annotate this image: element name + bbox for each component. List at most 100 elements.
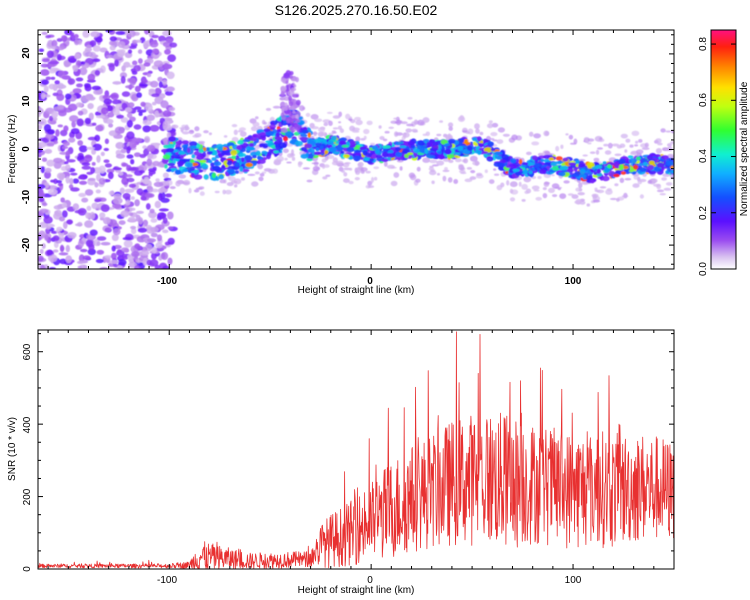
heatmap-ridge-blob	[606, 164, 612, 169]
heatmap-halo-blob	[394, 131, 399, 137]
heatmap-ridge-blob	[648, 160, 655, 165]
heatmap-noise-blob	[96, 249, 105, 255]
heatmap-ridge-blob	[306, 158, 314, 162]
heatmap-halo-blob	[469, 176, 477, 180]
heatmap-noise-blob	[109, 40, 116, 46]
heatmap-noise-blob	[167, 257, 173, 265]
heatmap-halo-blob	[166, 179, 173, 186]
heatmap-noise-blob	[68, 32, 75, 36]
heatmap-noise-blob	[144, 30, 150, 35]
heatmap-halo-blob	[552, 194, 558, 198]
heatmap-halo-blob	[429, 165, 434, 168]
heatmap-noise-blob	[53, 178, 58, 185]
heatmap-noise-blob	[79, 67, 88, 76]
heatmap-halo-blob	[445, 134, 453, 140]
heatmap-noise-blob	[76, 118, 84, 127]
heatmap-halo-blob	[394, 121, 399, 124]
heatmap-noise-blob	[147, 185, 154, 193]
heatmap-spur-blob	[290, 87, 297, 92]
heatmap-noise-blob	[134, 265, 141, 269]
heatmap-halo-blob	[543, 130, 550, 137]
heatmap-halo-blob	[533, 133, 541, 139]
heatmap-halo-blob	[328, 120, 333, 127]
heatmap-halo-blob	[639, 194, 645, 199]
heatmap-noise-blob	[143, 79, 148, 83]
heatmap-noise-blob	[56, 226, 63, 232]
spectrogram-ytick-20: 20	[21, 47, 32, 59]
heatmap-halo-blob	[496, 139, 504, 145]
heatmap-ridge-blob	[188, 141, 198, 147]
heatmap-ridge-blob	[635, 156, 641, 161]
heatmap-ridge-blob	[438, 144, 442, 150]
heatmap-halo-blob	[509, 188, 514, 194]
heatmap-ridge-blob	[164, 164, 168, 169]
heatmap-halo-blob	[448, 126, 453, 131]
heatmap-halo-blob	[357, 163, 362, 167]
heatmap-ridge-blob	[259, 143, 266, 147]
heatmap-noise-blob	[45, 76, 52, 81]
spectrogram-panel: -100 0 100 -20 -10 0 10 20 Height of str…	[7, 29, 675, 296]
heatmap-ridge-blob	[558, 171, 566, 177]
heatmap-halo-blob	[506, 180, 510, 186]
heatmap-noise-blob	[144, 136, 151, 143]
spectrogram-ytick-neg10: -10	[21, 189, 32, 204]
heatmap-noise-blob	[103, 159, 110, 163]
heatmap-halo-blob	[225, 189, 232, 195]
heatmap-noise-blob	[80, 61, 86, 65]
heatmap-noise-blob	[158, 35, 166, 43]
heatmap-ridge-blob	[174, 146, 182, 151]
colorbar-tick-0.8: 0.8	[698, 37, 709, 51]
heatmap-spur-blob	[291, 94, 299, 98]
heatmap-noise-blob	[131, 251, 140, 257]
heatmap-halo-blob	[208, 132, 212, 136]
heatmap-noise-blob	[81, 162, 91, 166]
heatmap-halo-blob	[355, 119, 363, 126]
heatmap-noise-blob	[92, 143, 102, 151]
heatmap-ridge-blob	[528, 170, 533, 175]
heatmap-ridge-blob	[454, 152, 461, 156]
heatmap-halo-blob	[354, 177, 360, 181]
heatmap-ridge-blob	[444, 143, 451, 147]
heatmap-ridge-blob	[166, 148, 175, 153]
heatmap-ridge-blob	[193, 174, 203, 180]
heatmap-halo-blob	[348, 180, 354, 185]
heatmap-noise-blob	[160, 252, 169, 260]
heatmap-halo-blob	[348, 118, 353, 121]
heatmap-ridge-blob	[534, 162, 540, 169]
snr-ylabel: SNR (10 * v/v)	[7, 417, 18, 481]
heatmap-noise-blob	[134, 85, 141, 93]
heatmap-ridge-blob	[497, 162, 505, 167]
heatmap-noise-blob	[103, 98, 113, 105]
heatmap-noise-blob	[63, 221, 68, 230]
heatmap-noise-blob	[45, 35, 51, 39]
heatmap-noise-blob	[41, 79, 49, 85]
heatmap-noise-blob	[124, 188, 135, 193]
heatmap-halo-blob	[647, 180, 652, 184]
heatmap-noise-blob	[136, 109, 147, 113]
heatmap-halo-blob	[563, 180, 570, 184]
heatmap-halo-blob	[605, 189, 613, 195]
heatmap-noise-blob	[49, 115, 54, 122]
heatmap-noise-blob	[67, 78, 76, 85]
heatmap-ridge-blob	[404, 153, 409, 159]
heatmap-noise-blob	[164, 49, 171, 55]
heatmap-halo-blob	[239, 127, 246, 132]
heatmap-ridge-blob	[300, 133, 308, 137]
heatmap-halo-blob	[557, 187, 561, 191]
heatmap-noise-blob	[39, 266, 47, 269]
heatmap-noise-blob	[136, 210, 144, 214]
heatmap-halo-blob	[592, 199, 601, 203]
heatmap-noise-blob	[131, 70, 138, 75]
heatmap-halo-blob	[336, 163, 342, 166]
heatmap-noise-blob	[78, 176, 85, 180]
heatmap-noise-blob	[95, 124, 104, 132]
heatmap-noise-blob	[98, 177, 106, 185]
heatmap-noise-blob	[126, 177, 135, 183]
heatmap-spur-blob	[280, 127, 288, 133]
heatmap-ridge-blob	[395, 146, 402, 152]
heatmap-ridge-blob	[198, 148, 204, 153]
heatmap-noise-blob	[148, 211, 157, 219]
colorbar-gradient	[711, 30, 736, 269]
heatmap-noise-blob	[158, 192, 163, 201]
heatmap-ridge-blob	[590, 179, 595, 184]
